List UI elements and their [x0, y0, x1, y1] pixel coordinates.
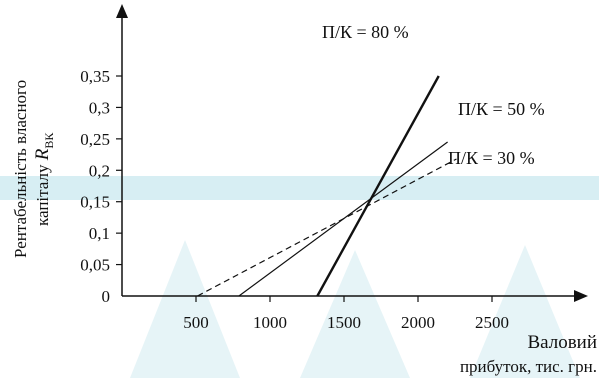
y-ticks: 0 0,05 0,1 0,15 0,2 0,25 0,3 0,35: [80, 67, 122, 306]
y-tick-label: 0,15: [80, 193, 110, 212]
x-axis-arrow: [574, 290, 588, 302]
x-tick-label: 1500: [327, 313, 361, 332]
y-tick-label: 0,3: [89, 98, 110, 117]
y-axis-label: Рентабельність власного: [11, 80, 30, 258]
y-tick-label: 0,25: [80, 130, 110, 149]
x-axis-label-line2: прибуток, тис. грн.: [460, 357, 597, 376]
line-pk-80: [316, 75, 440, 297]
watermark: [0, 176, 599, 378]
series-label-30: П/К = 30 %: [448, 148, 535, 168]
x-axis-label-line1: Валовий: [527, 332, 597, 353]
y-tick-label: 0,05: [80, 256, 110, 275]
series-lines: [197, 75, 457, 297]
y-tick-label: 0,35: [80, 67, 110, 86]
y-axis-label-line2-text: капіталу: [33, 160, 52, 226]
y-axis-label-line2: капіталу RВК: [32, 132, 56, 226]
line-pk-30: [197, 158, 457, 297]
y-axis-label-var: R: [32, 148, 53, 161]
y-axis-label-line1: Рентабельність власного: [11, 80, 30, 258]
series-label-50: П/К = 50 %: [458, 99, 545, 119]
y-tick-label: 0: [102, 287, 111, 306]
y-axis-label-2: капіталу RВК: [32, 132, 56, 226]
y-tick-label: 0,1: [89, 224, 110, 243]
y-tick-label: 0,2: [89, 161, 110, 180]
x-tick-label: 1000: [253, 313, 287, 332]
series-label-80: П/К = 80 %: [322, 22, 409, 42]
x-tick-label: 2500: [475, 313, 509, 332]
x-tick-label: 500: [183, 313, 209, 332]
y-axis-label-sub: ВК: [42, 132, 56, 149]
x-tick-label: 2000: [401, 313, 435, 332]
y-axis-arrow: [116, 4, 128, 18]
x-ticks: 500 1000 1500 2000 2500: [183, 296, 509, 332]
